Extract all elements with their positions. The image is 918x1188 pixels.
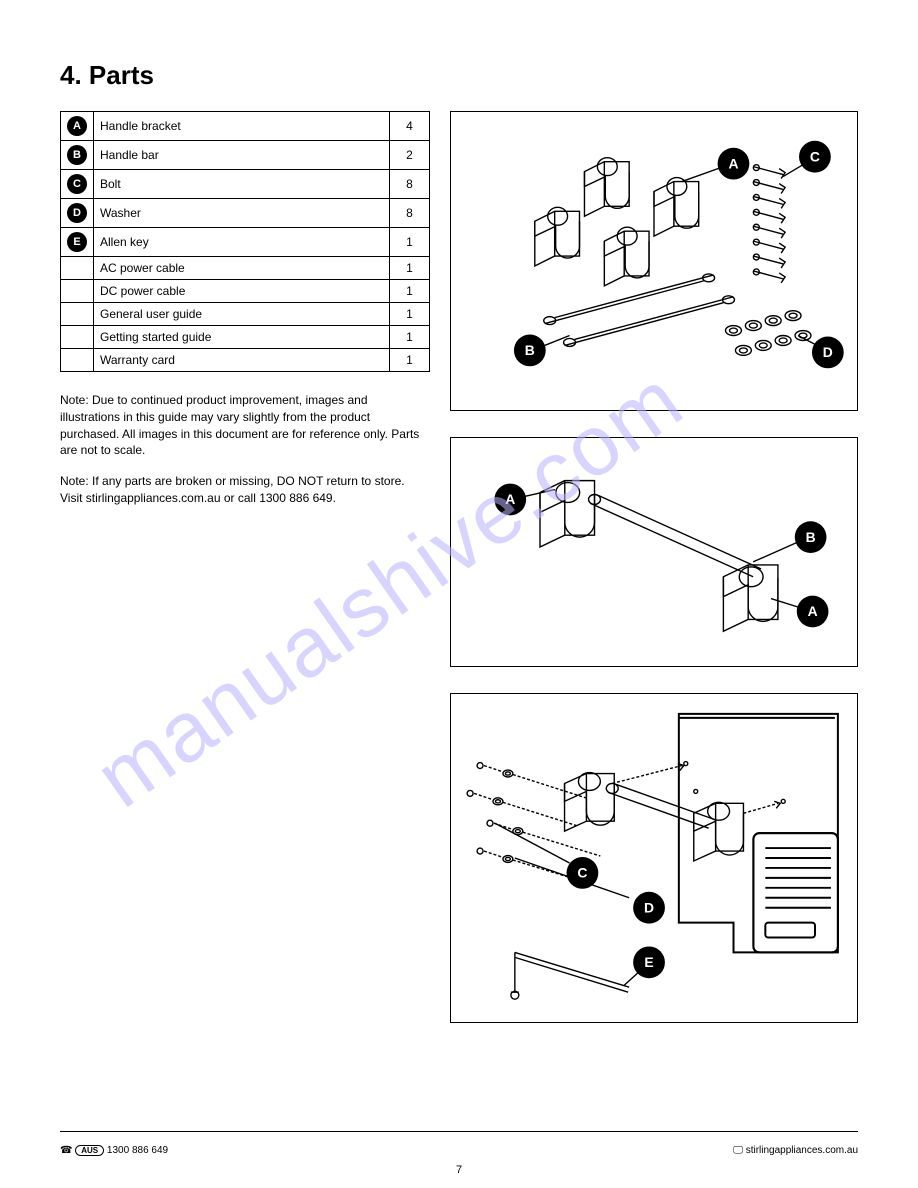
table-row: AC power cable1: [61, 257, 430, 280]
part-description: Getting started guide: [94, 326, 390, 349]
label-c-icon: C: [810, 148, 820, 164]
aus-badge-icon: AUS: [75, 1145, 104, 1156]
note-1: Note: Due to continued product improveme…: [60, 392, 430, 459]
part-description: Handle bracket: [94, 112, 390, 141]
part-letter-badge: E: [67, 232, 87, 252]
part-qty: 1: [390, 280, 430, 303]
label-c-icon: C: [577, 865, 587, 881]
label-b-icon: B: [525, 342, 535, 358]
part-qty: 8: [390, 170, 430, 199]
part-qty: 4: [390, 112, 430, 141]
part-qty: 1: [390, 349, 430, 372]
table-row: C Bolt8: [61, 170, 430, 199]
table-row: B Handle bar2: [61, 141, 430, 170]
label-a-icon: A: [808, 603, 818, 619]
footer-row: ☎ AUS 1300 886 649 🖵 stirlingappliances.…: [60, 1145, 858, 1156]
part-qty: 1: [390, 303, 430, 326]
label-a-icon: A: [728, 155, 738, 171]
illustration-handle-assembly: A B A: [450, 437, 858, 667]
part-description: Handle bar: [94, 141, 390, 170]
label-e-icon: E: [644, 954, 653, 970]
label-d-icon: D: [644, 899, 654, 915]
part-letter-badge: A: [67, 116, 87, 136]
part-letter-badge: B: [67, 145, 87, 165]
part-description: Warranty card: [94, 349, 390, 372]
footer-divider: [60, 1131, 858, 1132]
part-description: DC power cable: [94, 280, 390, 303]
label-d-icon: D: [823, 344, 833, 360]
footer-phone-number: 1300 886 649: [107, 1145, 168, 1156]
table-row: A Handle bracket4: [61, 112, 430, 141]
computer-icon: 🖵: [733, 1145, 743, 1156]
part-description: AC power cable: [94, 257, 390, 280]
part-qty: 1: [390, 257, 430, 280]
table-row: Warranty card1: [61, 349, 430, 372]
part-qty: 8: [390, 199, 430, 228]
part-description: General user guide: [94, 303, 390, 326]
part-qty: 2: [390, 141, 430, 170]
note-2: Note: If any parts are broken or missing…: [60, 473, 430, 507]
section-title: 4. Parts: [60, 60, 858, 91]
label-b-icon: B: [806, 529, 816, 545]
part-qty: 1: [390, 228, 430, 257]
table-row: D Washer8: [61, 199, 430, 228]
page-number: 7: [456, 1164, 462, 1176]
illustration-attach-to-unit: C D E: [450, 693, 858, 1023]
footer-url: stirlingappliances.com.au: [746, 1145, 858, 1156]
part-description: Allen key: [94, 228, 390, 257]
phone-icon: ☎: [60, 1145, 72, 1156]
part-letter-badge: C: [67, 174, 87, 194]
part-qty: 1: [390, 326, 430, 349]
illustration-parts-overview: A C B D: [450, 111, 858, 411]
parts-table: A Handle bracket4 B Handle bar2 C Bolt8 D Washe…: [60, 111, 430, 372]
part-description: Washer: [94, 199, 390, 228]
table-row: General user guide1: [61, 303, 430, 326]
part-letter-badge: D: [67, 203, 87, 223]
table-row: Getting started guide1: [61, 326, 430, 349]
table-row: DC power cable1: [61, 280, 430, 303]
table-row: E Allen key1: [61, 228, 430, 257]
part-description: Bolt: [94, 170, 390, 199]
label-a-icon: A: [505, 491, 515, 507]
